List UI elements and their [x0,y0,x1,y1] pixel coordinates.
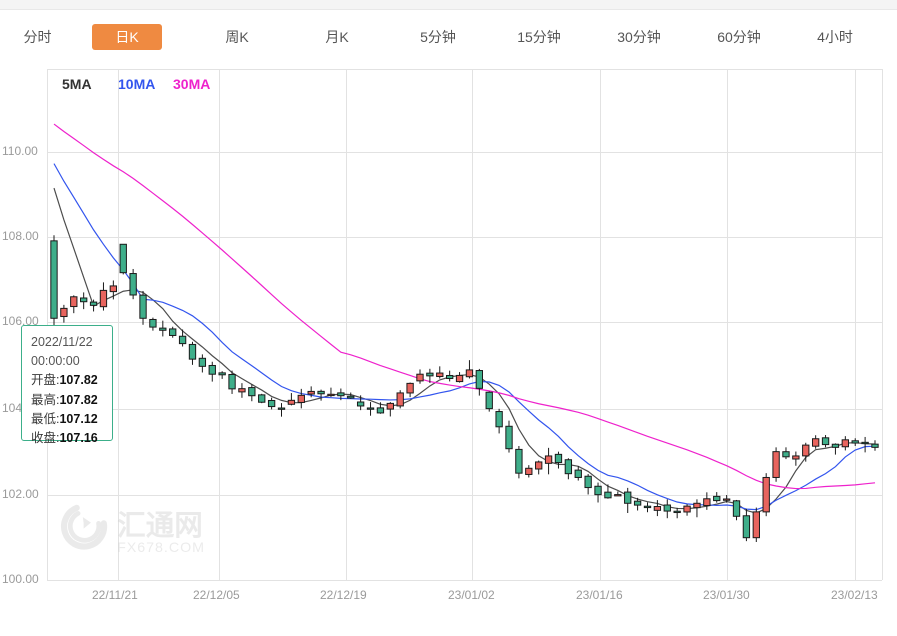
svg-text:汇通网: 汇通网 [117,510,203,542]
svg-text:FX678.COM: FX678.COM [117,540,205,556]
